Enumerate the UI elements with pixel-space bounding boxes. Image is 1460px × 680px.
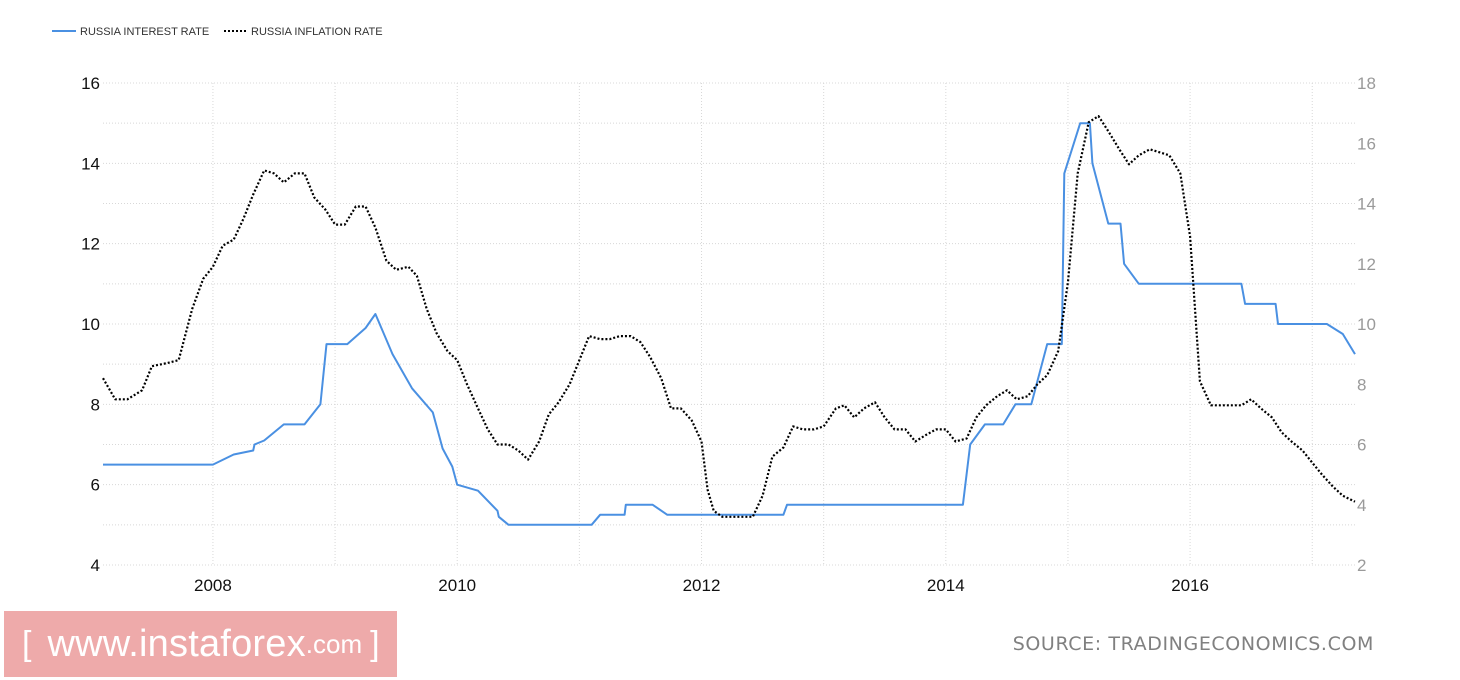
right-tick-label: 2 (1357, 556, 1366, 575)
x-tick-label: 2008 (194, 576, 232, 595)
left-axis: 4 6 8 10 12 14 16 (81, 74, 100, 575)
right-axis: 2 4 6 8 10 12 14 16 18 (1357, 74, 1376, 575)
x-axis: 2008 2010 2012 2014 2016 (194, 576, 1209, 595)
right-tick-label: 14 (1357, 195, 1376, 214)
left-tick-label: 4 (91, 556, 100, 575)
watermark-domain: www.instaforex (47, 622, 306, 665)
right-tick-label: 16 (1357, 134, 1376, 153)
series-line-interest-rate (103, 122, 1356, 526)
watermark-tld: .com (305, 628, 363, 659)
x-tick-label: 2012 (683, 576, 721, 595)
right-tick-label: 4 (1357, 496, 1366, 515)
legend-label-interest-rate: RUSSIA INTEREST RATE (80, 26, 209, 38)
plot-area (102, 115, 1356, 526)
right-tick-label: 6 (1357, 436, 1366, 455)
x-tick-label: 2010 (438, 576, 476, 595)
left-tick-label: 10 (81, 315, 100, 334)
legend[interactable]: RUSSIA INTEREST RATE RUSSIA INFLATION RA… (52, 26, 383, 38)
right-tick-label: 12 (1357, 255, 1376, 274)
watermark-bracket-close: ] (370, 624, 380, 663)
left-tick-label: 8 (91, 395, 100, 414)
left-tick-label: 6 (91, 476, 100, 495)
watermark-bracket-open: [ (22, 624, 32, 663)
x-tick-label: 2016 (1171, 576, 1209, 595)
right-tick-label: 8 (1357, 375, 1366, 394)
series-line-inflation-rate (102, 115, 1356, 518)
left-tick-label: 14 (81, 154, 100, 173)
legend-item-inflation-rate[interactable]: RUSSIA INFLATION RATE (224, 26, 383, 38)
legend-label-inflation-rate: RUSSIA INFLATION RATE (251, 26, 383, 38)
instaforex-watermark: [ www.instaforex .com ] (4, 611, 397, 677)
left-tick-label: 12 (81, 235, 100, 254)
left-tick-label: 16 (81, 74, 100, 93)
right-tick-label: 18 (1357, 74, 1376, 93)
legend-item-interest-rate[interactable]: RUSSIA INTEREST RATE (52, 26, 209, 38)
source-credit: SOURCE: TRADINGECONOMICS.COM (1012, 633, 1374, 655)
x-tick-label: 2014 (927, 576, 965, 595)
right-tick-label: 10 (1357, 315, 1376, 334)
